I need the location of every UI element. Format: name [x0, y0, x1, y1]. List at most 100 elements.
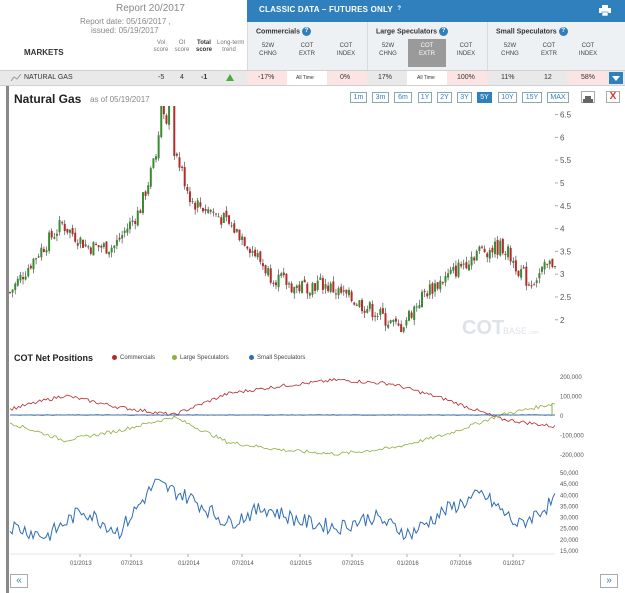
- x-tick-label: 01/2016: [397, 561, 419, 567]
- candle-body: [228, 215, 231, 224]
- candle-body: [376, 316, 379, 318]
- candle-body: [55, 233, 58, 236]
- candle-body: [204, 209, 207, 211]
- candle-body: [475, 250, 478, 261]
- commercials-title: Commercials?: [256, 27, 311, 36]
- total-score-header: Total score: [195, 40, 212, 53]
- comm-52w-value: -17%: [258, 74, 275, 81]
- range-button-5y[interactable]: 5Y: [477, 92, 492, 103]
- help-icon[interactable]: ?: [439, 27, 449, 36]
- candle-body: [480, 246, 483, 248]
- legend-large-speculators: Large Speculators: [172, 355, 229, 361]
- cot-net-chart: 200,000 100,000 0 -100,000 -200,000: [9, 375, 584, 459]
- print-chart-button[interactable]: [581, 91, 595, 103]
- candle-body: [201, 207, 204, 212]
- candle-body: [452, 266, 455, 271]
- candle-body: [175, 153, 178, 156]
- y-tick-label: 200,000: [560, 375, 582, 381]
- y-tick-label: 6: [560, 133, 565, 142]
- market-name: NATURAL GAS: [24, 74, 73, 81]
- candle-body: [371, 303, 374, 318]
- range-button-15y[interactable]: 15Y: [522, 92, 542, 103]
- ls-cot-extr-header[interactable]: COT EXTR: [408, 39, 446, 67]
- ss-52w-header[interactable]: 52W CHNG: [501, 43, 519, 57]
- print-icon[interactable]: [599, 5, 611, 16]
- candle-body: [251, 250, 254, 253]
- candle-body: [37, 256, 40, 258]
- range-button-1m[interactable]: 1m: [350, 92, 367, 103]
- candle-body: [361, 299, 364, 312]
- candle-body: [63, 223, 66, 232]
- candle-body: [157, 135, 160, 159]
- candle-body: [342, 290, 345, 292]
- candle-body: [280, 273, 283, 276]
- range-button-2y[interactable]: 2Y: [437, 92, 452, 103]
- candle-body: [282, 272, 285, 276]
- table-row[interactable]: NATURAL GAS -5 4 -1 -17% All Time 0% 17%…: [0, 70, 625, 86]
- ss-cot-extr-header[interactable]: COT EXTR: [540, 43, 557, 57]
- ls-52w-header[interactable]: 52W CHNG: [379, 43, 397, 57]
- comm-cot-extr-header[interactable]: COT EXTR: [298, 43, 315, 57]
- y-tick-label: 2: [560, 316, 565, 325]
- comm-cot-index-header[interactable]: COT INDEX: [336, 43, 356, 57]
- candle-body: [405, 320, 408, 326]
- candle-body: [324, 284, 327, 289]
- candle-body: [379, 309, 382, 316]
- range-button-3y[interactable]: 3Y: [457, 92, 472, 103]
- report-date: Report date: 05/16/2017 ,: [80, 17, 171, 26]
- candle-body: [319, 277, 322, 280]
- range-button-3m[interactable]: 3m: [372, 92, 389, 103]
- x-tick-label: 07/2015: [342, 561, 364, 567]
- collapse-button[interactable]: [609, 72, 623, 84]
- candle-body: [123, 230, 126, 233]
- legend-dot-large: [172, 355, 177, 360]
- candle-body: [514, 260, 517, 272]
- candle-body: [368, 302, 371, 309]
- candle-body: [241, 236, 244, 240]
- candle-body: [363, 310, 366, 313]
- candle-body: [79, 237, 82, 244]
- help-icon[interactable]: ?: [394, 5, 404, 15]
- candle-body: [366, 308, 369, 313]
- candle-body: [238, 229, 241, 241]
- range-button-6m[interactable]: 6m: [394, 92, 412, 103]
- candle-body: [517, 270, 520, 276]
- prev-period-button[interactable]: «: [10, 574, 28, 588]
- candle-body: [332, 281, 335, 293]
- candle-body: [35, 258, 38, 260]
- candle-body: [413, 306, 416, 320]
- comm-52w-header[interactable]: 52W CHNG: [259, 43, 277, 57]
- candle-body: [530, 285, 533, 287]
- candle-body: [225, 210, 228, 218]
- help-icon[interactable]: ?: [301, 27, 311, 36]
- series-large-speculators: [9, 402, 556, 456]
- range-button-10y[interactable]: 10Y: [498, 92, 517, 103]
- candle-body: [470, 256, 473, 266]
- large-speculators-title: Large Speculators?: [376, 27, 449, 36]
- candle-body: [243, 237, 246, 246]
- chart-panel: [6, 86, 625, 593]
- candle-body: [527, 284, 530, 286]
- help-icon[interactable]: ?: [558, 27, 568, 36]
- candle-body: [254, 249, 257, 257]
- candle-body: [191, 201, 194, 203]
- y-tick-label: 3: [560, 270, 565, 279]
- range-button-max[interactable]: MAX: [547, 92, 569, 103]
- ls-index-value: 100%: [457, 74, 475, 81]
- candle-body: [486, 253, 489, 258]
- candle-body: [87, 246, 90, 248]
- ls-cot-index-header[interactable]: COT INDEX: [456, 43, 476, 57]
- candle-body: [314, 283, 317, 291]
- candle-body: [533, 284, 536, 286]
- next-period-button[interactable]: »: [600, 574, 618, 588]
- candle-body: [235, 228, 238, 232]
- legend-dot-small: [249, 355, 254, 360]
- ss-cot-index-header[interactable]: COT INDEX: [578, 43, 598, 57]
- range-button-1y[interactable]: 1Y: [418, 92, 432, 103]
- candle-body: [434, 283, 437, 292]
- candle-body: [525, 266, 528, 286]
- candle-body: [162, 106, 165, 115]
- close-chart-button[interactable]: X: [606, 91, 620, 103]
- large-speculators-group: Large Speculators? 52W CHNG COT EXTR COT…: [367, 22, 487, 70]
